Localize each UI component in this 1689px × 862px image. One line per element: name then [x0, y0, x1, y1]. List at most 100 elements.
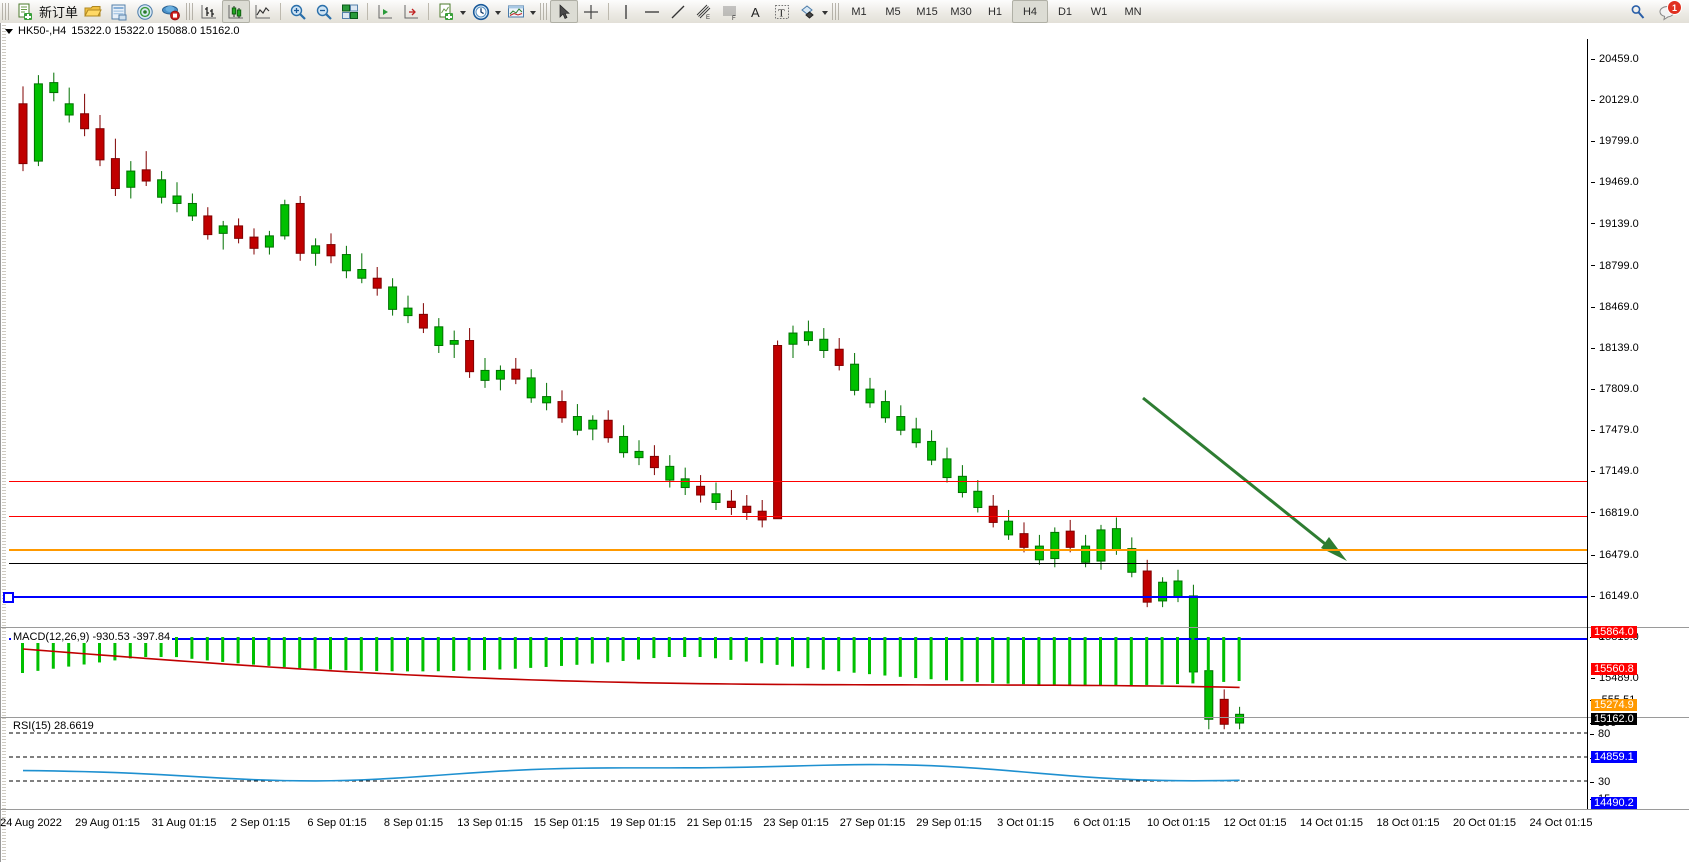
price-level-line-15864	[9, 481, 1587, 482]
price-plot-area[interactable]	[3, 39, 1587, 809]
shapes-tool[interactable]	[795, 1, 821, 22]
price-level-line-15560	[9, 516, 1587, 517]
period-dropdown-caret[interactable]	[495, 10, 502, 15]
zoom-out-button[interactable]	[311, 1, 337, 22]
tile-windows-button[interactable]	[337, 1, 363, 22]
timeframe-h4[interactable]: H4	[1012, 0, 1049, 23]
crosshair-tool[interactable]	[578, 1, 604, 22]
timeframe-m30[interactable]: M30	[944, 1, 978, 22]
timeframe-m5[interactable]: M5	[876, 1, 910, 22]
price-axis-tick: 19469.0	[1591, 176, 1639, 188]
toolbar-separator	[280, 3, 282, 20]
time-axis-label: 2 Sep 01:15	[230, 817, 291, 829]
price-level-label[interactable]: 15864.0	[1591, 625, 1637, 638]
macd-panel-separator	[1, 627, 1689, 628]
timeframe-h1[interactable]: H1	[978, 1, 1012, 22]
templates-button[interactable]	[503, 1, 529, 22]
toolbar-grip[interactable]	[2, 3, 9, 20]
timeframe-m1[interactable]: M1	[842, 1, 876, 22]
period-button[interactable]	[468, 1, 494, 22]
templates-dropdown-caret[interactable]	[530, 10, 537, 15]
macd-indicator-label[interactable]: MACD(12,26,9) -930.53 -397.84	[11, 631, 173, 643]
time-axis-label: 13 Sep 01:15	[457, 817, 523, 829]
shapes-dropdown-caret[interactable]	[822, 10, 829, 15]
time-axis-label: 19 Sep 01:15	[610, 817, 676, 829]
rsi-svg	[9, 732, 1587, 782]
crosshair-icon	[584, 4, 599, 19]
price-axis-tick: 17149.0	[1591, 465, 1639, 477]
tile-windows-icon	[342, 4, 359, 19]
zoom-in-button[interactable]	[285, 1, 311, 22]
timeframe-d1[interactable]: D1	[1048, 1, 1082, 22]
equidistant-channel-tool[interactable]: E	[691, 1, 717, 22]
fibonacci-icon: F	[723, 6, 737, 21]
time-axis-label: 15 Sep 01:15	[533, 817, 600, 829]
toolbar-grip-4[interactable]	[832, 3, 840, 20]
new-order-button[interactable]	[12, 1, 38, 22]
timeframe-mn[interactable]: MN	[1116, 1, 1150, 22]
chart-shift-button[interactable]	[398, 1, 424, 22]
timeframe-m15[interactable]: M15	[910, 1, 944, 22]
vertical-line-tool[interactable]	[613, 1, 639, 22]
price-level-label[interactable]: 15274.9	[1591, 698, 1637, 711]
toolbar-grip-2[interactable]	[186, 3, 194, 20]
auto-scroll-button[interactable]	[372, 1, 398, 22]
price-level-label[interactable]: 14859.1	[1591, 750, 1637, 763]
price-level-line-14490	[9, 638, 1587, 640]
price-level-label[interactable]: 15162.0	[1591, 713, 1637, 726]
macd-panel[interactable]	[9, 629, 1587, 715]
svg-text:E: E	[706, 15, 710, 21]
price-axis[interactable]: 20459.0 20129.0 19799.0 19469.0 19139.0 18799…	[1587, 39, 1689, 809]
time-axis-label: 8 Sep 01:15	[383, 817, 444, 829]
chart-menu-caret-icon[interactable]	[5, 28, 13, 34]
horizontal-line-icon	[645, 10, 660, 13]
cursor-tool[interactable]	[550, 0, 579, 23]
time-axis-label: 27 Sep 01:15	[839, 817, 906, 829]
price-level-handle-14859[interactable]	[3, 592, 14, 603]
vertical-line-icon	[625, 4, 627, 19]
time-axis[interactable]: 24 Aug 2022 29 Aug 01:15 31 Aug 01:15 2 Sep…	[0, 809, 1592, 862]
rsi-indicator-label[interactable]: RSI(15) 28.6619	[11, 720, 96, 732]
text-tool[interactable]: A	[743, 1, 769, 22]
bar-chart-button[interactable]	[196, 1, 222, 22]
label-tool[interactable]: T	[769, 1, 795, 22]
indicator-dropdown-caret[interactable]	[460, 10, 467, 15]
chart-vertical-grip[interactable]	[2, 25, 6, 860]
price-level-label[interactable]: 14490.2	[1591, 796, 1637, 809]
timeframe-label: W1	[1090, 5, 1108, 18]
data-window-icon	[111, 4, 127, 20]
price-axis-tick: 18139.0	[1591, 342, 1639, 354]
time-axis-label: 20 Oct 01:15	[1453, 817, 1516, 829]
market-watch-button[interactable]	[80, 1, 106, 22]
rsi-panel[interactable]	[9, 719, 1587, 809]
navigator-button[interactable]	[132, 1, 158, 22]
timeframe-w1[interactable]: W1	[1082, 1, 1116, 22]
data-window-button[interactable]	[106, 1, 132, 22]
chart-window: HK50-,H4 15322.0 15322.0 15088.0 15162.0…	[0, 23, 1689, 862]
auto-trading-button[interactable]	[158, 1, 184, 22]
time-axis-label: 21 Sep 01:15	[686, 817, 753, 829]
downtrend-arrow	[1142, 396, 1347, 561]
timeframe-label: M5	[885, 5, 901, 18]
line-chart-icon	[255, 4, 271, 18]
toolbar-separator-4	[608, 3, 610, 20]
line-chart-button[interactable]	[250, 1, 276, 22]
price-axis-tick: 17809.0	[1591, 383, 1639, 395]
time-axis-label: 31 Aug 01:15	[151, 817, 217, 829]
trendline-tool[interactable]	[665, 1, 691, 22]
fibonacci-tool[interactable]: F	[717, 1, 743, 22]
horizontal-line-tool[interactable]	[639, 1, 665, 22]
rsi-panel-separator	[1, 717, 1689, 718]
toolbar-separator-2	[367, 3, 369, 20]
toolbar-grip-3[interactable]	[540, 3, 548, 20]
notification-button[interactable]: 1	[1655, 0, 1682, 22]
timeframe-label: H4	[1022, 5, 1038, 18]
zoom-out-icon	[316, 4, 332, 20]
toolbar-separator-3	[428, 3, 430, 20]
search-button[interactable]	[1625, 1, 1651, 22]
price-axis-tick: 19139.0	[1591, 218, 1639, 230]
timeframe-label: M30	[950, 5, 972, 18]
add-indicator-button[interactable]	[433, 1, 459, 22]
price-level-label[interactable]: 15560.8	[1591, 663, 1637, 676]
candlestick-chart-button[interactable]	[222, 0, 251, 23]
